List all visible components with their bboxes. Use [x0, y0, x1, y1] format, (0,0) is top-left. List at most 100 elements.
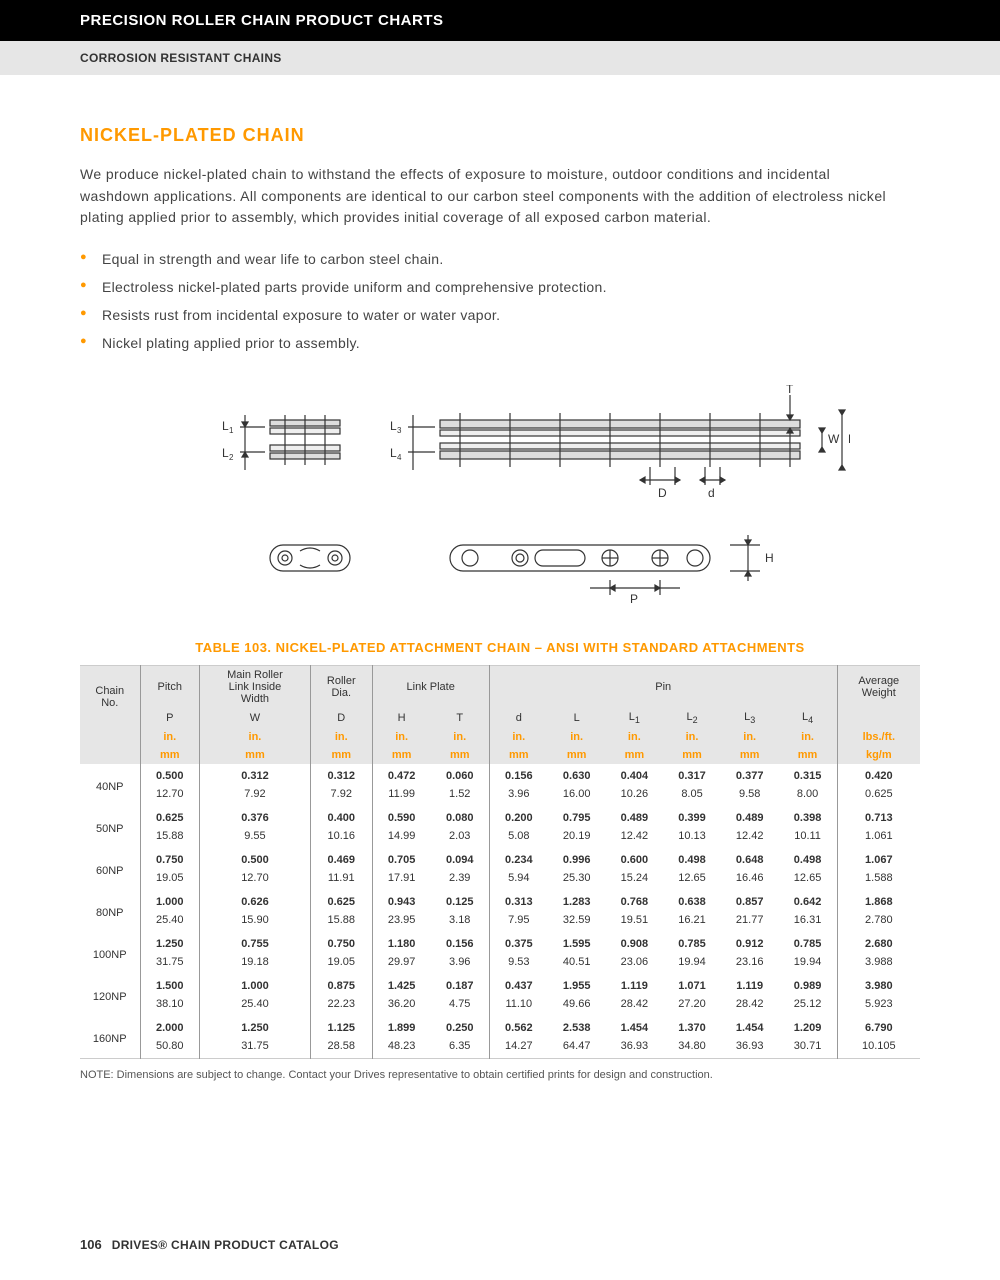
cell: 20.19 [548, 827, 606, 848]
cell: 0.377 [721, 764, 779, 785]
table-row: 38.1025.4022.2336.204.7511.1049.6628.422… [80, 995, 920, 1016]
cell: 1.071 [663, 974, 721, 995]
cell: 0.398 [779, 806, 838, 827]
cell: 0.625 [310, 890, 372, 911]
cell: 15.88 [310, 911, 372, 932]
cell: 27.20 [663, 995, 721, 1016]
cell: 0.705 [372, 848, 431, 869]
cell: 23.16 [721, 953, 779, 974]
cell: 4.75 [431, 995, 490, 1016]
table-row: 160NP2.0001.2501.1251.8990.2500.5622.538… [80, 1016, 920, 1037]
cell: 0.125 [431, 890, 490, 911]
svg-text:2: 2 [229, 453, 234, 462]
cell: 0.156 [489, 764, 548, 785]
cell: 1.119 [721, 974, 779, 995]
cell: 1.454 [606, 1016, 664, 1037]
cell: 0.080 [431, 806, 490, 827]
cell: 1.370 [663, 1016, 721, 1037]
svg-text:3: 3 [397, 426, 402, 435]
cell: 1.868 [837, 890, 920, 911]
cell: 0.500 [200, 848, 311, 869]
cell: 0.312 [200, 764, 311, 785]
cell: 0.638 [663, 890, 721, 911]
cell: 29.97 [372, 953, 431, 974]
cell: 14.27 [489, 1037, 548, 1059]
cell: 0.489 [721, 806, 779, 827]
cell: 1.180 [372, 932, 431, 953]
cell: 16.46 [721, 869, 779, 890]
table-row: 50NP0.6250.3760.4000.5900.0800.2000.7950… [80, 806, 920, 827]
cell: 0.498 [663, 848, 721, 869]
cell: 3.96 [489, 785, 548, 806]
cell: 19.94 [663, 953, 721, 974]
cell: 1.250 [140, 932, 200, 953]
cell: 0.489 [606, 806, 664, 827]
cell: 34.80 [663, 1037, 721, 1059]
cell: 15.90 [200, 911, 311, 932]
cell: 8.05 [663, 785, 721, 806]
cell: 40.51 [548, 953, 606, 974]
cell: 9.58 [721, 785, 779, 806]
cell: 3.18 [431, 911, 490, 932]
cell: 16.21 [663, 911, 721, 932]
cell: 0.420 [837, 764, 920, 785]
unit-row-in: in. in. in. in. in. in. in. in. in. in. … [80, 728, 920, 746]
cell: 2.03 [431, 827, 490, 848]
sym-p: P [140, 708, 200, 728]
table-row: 19.0512.7011.9117.912.395.9425.3015.2412… [80, 869, 920, 890]
cell: 0.094 [431, 848, 490, 869]
cell: 30.71 [779, 1037, 838, 1059]
sym-l4: L4 [779, 708, 838, 728]
cell: 19.51 [606, 911, 664, 932]
cell: 0.315 [779, 764, 838, 785]
cell: 0.996 [548, 848, 606, 869]
cell: 2.538 [548, 1016, 606, 1037]
table-row: 31.7519.1819.0529.973.969.5340.5123.0619… [80, 953, 920, 974]
header-subtitle: CORROSION RESISTANT CHAINS [80, 51, 282, 65]
cell: 0.472 [372, 764, 431, 785]
cell: 11.91 [310, 869, 372, 890]
sym-h: H [372, 708, 431, 728]
cell: 0.317 [663, 764, 721, 785]
sym-l1: L1 [606, 708, 664, 728]
cell: 38.10 [140, 995, 200, 1016]
cell: 25.40 [140, 911, 200, 932]
cell: 0.912 [721, 932, 779, 953]
svg-text:P: P [630, 592, 638, 605]
cell: 23.06 [606, 953, 664, 974]
svg-text:L: L [390, 419, 397, 433]
cell: 0.630 [548, 764, 606, 785]
diagram-svg: L1 L2 [150, 385, 850, 605]
cell: 19.05 [140, 869, 200, 890]
cell: 31.75 [200, 1037, 311, 1059]
cell: 12.70 [140, 785, 200, 806]
sym-l2: L2 [663, 708, 721, 728]
cell: 0.600 [606, 848, 664, 869]
cell: 0.713 [837, 806, 920, 827]
cell: 0.875 [310, 974, 372, 995]
table-row: 100NP1.2500.7550.7501.1800.1560.3751.595… [80, 932, 920, 953]
cell: 0.648 [721, 848, 779, 869]
table-row: 12.707.927.9211.991.523.9616.0010.268.05… [80, 785, 920, 806]
cell: 0.399 [663, 806, 721, 827]
cell: 0.625 [837, 785, 920, 806]
header-gray-bar: CORROSION RESISTANT CHAINS [0, 41, 1000, 75]
col-roller: RollerDia. [310, 666, 372, 709]
header-title-main: PRECISION ROLLER CHAIN PRODUCT CHARTS [80, 12, 444, 29]
cell: 0.795 [548, 806, 606, 827]
cell: 0.500 [140, 764, 200, 785]
cell: 0.943 [372, 890, 431, 911]
col-linkplate: Link Plate [372, 666, 489, 709]
cell: 50.80 [140, 1037, 200, 1059]
table-row: 60NP0.7500.5000.4690.7050.0940.2340.9960… [80, 848, 920, 869]
cell: 0.755 [200, 932, 311, 953]
bullet-list: Equal in strength and wear life to carbo… [80, 245, 920, 357]
cell: 1.454 [721, 1016, 779, 1037]
table-row: 80NP1.0000.6260.6250.9430.1250.3131.2830… [80, 890, 920, 911]
cell: 19.94 [779, 953, 838, 974]
cell: 0.989 [779, 974, 838, 995]
cell: 16.00 [548, 785, 606, 806]
col-pin: Pin [489, 666, 837, 709]
cell: 0.750 [310, 932, 372, 953]
svg-text:1: 1 [229, 426, 234, 435]
